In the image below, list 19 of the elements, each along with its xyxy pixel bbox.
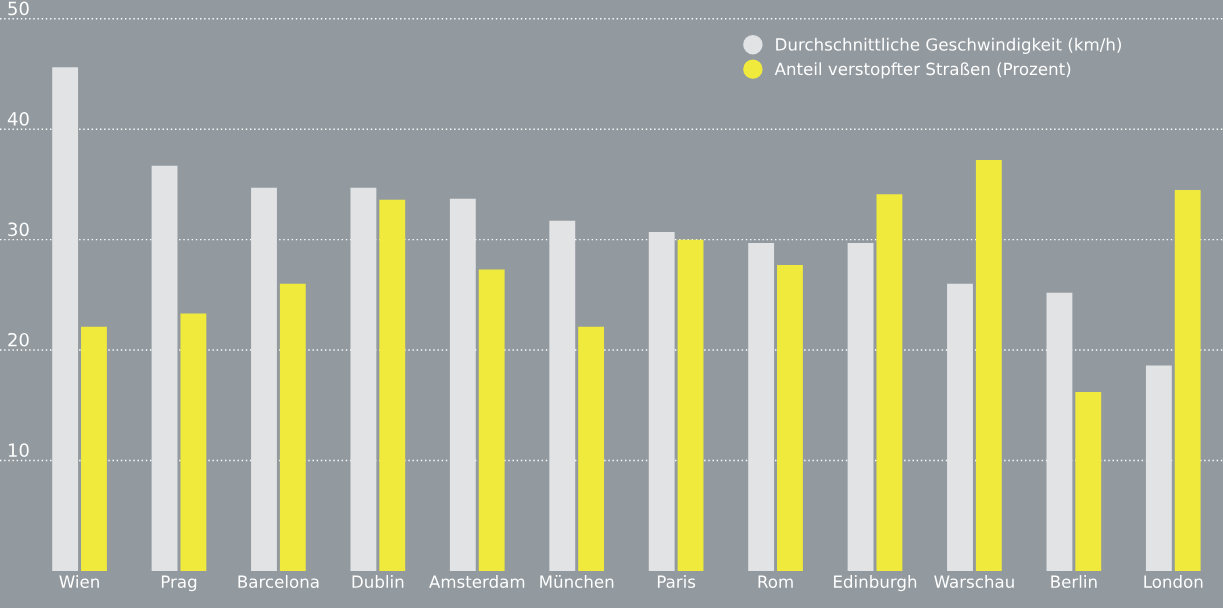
y-tick-label: 20 (8, 332, 29, 347)
x-tick-label: München (540, 575, 614, 588)
y-tick-label: 10 (8, 443, 29, 457)
x-tick-label: Berlin (1051, 575, 1097, 588)
x-tick-label: Warschau (934, 575, 1014, 588)
legend-label: Durchschnittliche Geschwindigkeit (km/h) (776, 37, 1121, 54)
y-tick-label: 30 (8, 222, 29, 237)
x-tick-label: Wien (59, 575, 99, 588)
x-tick-label: London (1144, 575, 1203, 588)
x-tick-label: Edinburgh (834, 575, 917, 592)
x-tick-label: Amsterdam (429, 575, 525, 588)
legend-label: Anteil verstopfter Straßen (Prozent) (774, 62, 1071, 79)
x-tick-label: Prag (161, 575, 197, 592)
y-tick-label: 50 (8, 1, 29, 16)
x-tick-label: Paris (657, 575, 696, 588)
x-tick-label: Dublin (352, 575, 404, 588)
x-tick-label: Rom (758, 575, 793, 588)
y-tick-label: 40 (7, 112, 29, 126)
x-tick-label: Barcelona (238, 575, 319, 588)
